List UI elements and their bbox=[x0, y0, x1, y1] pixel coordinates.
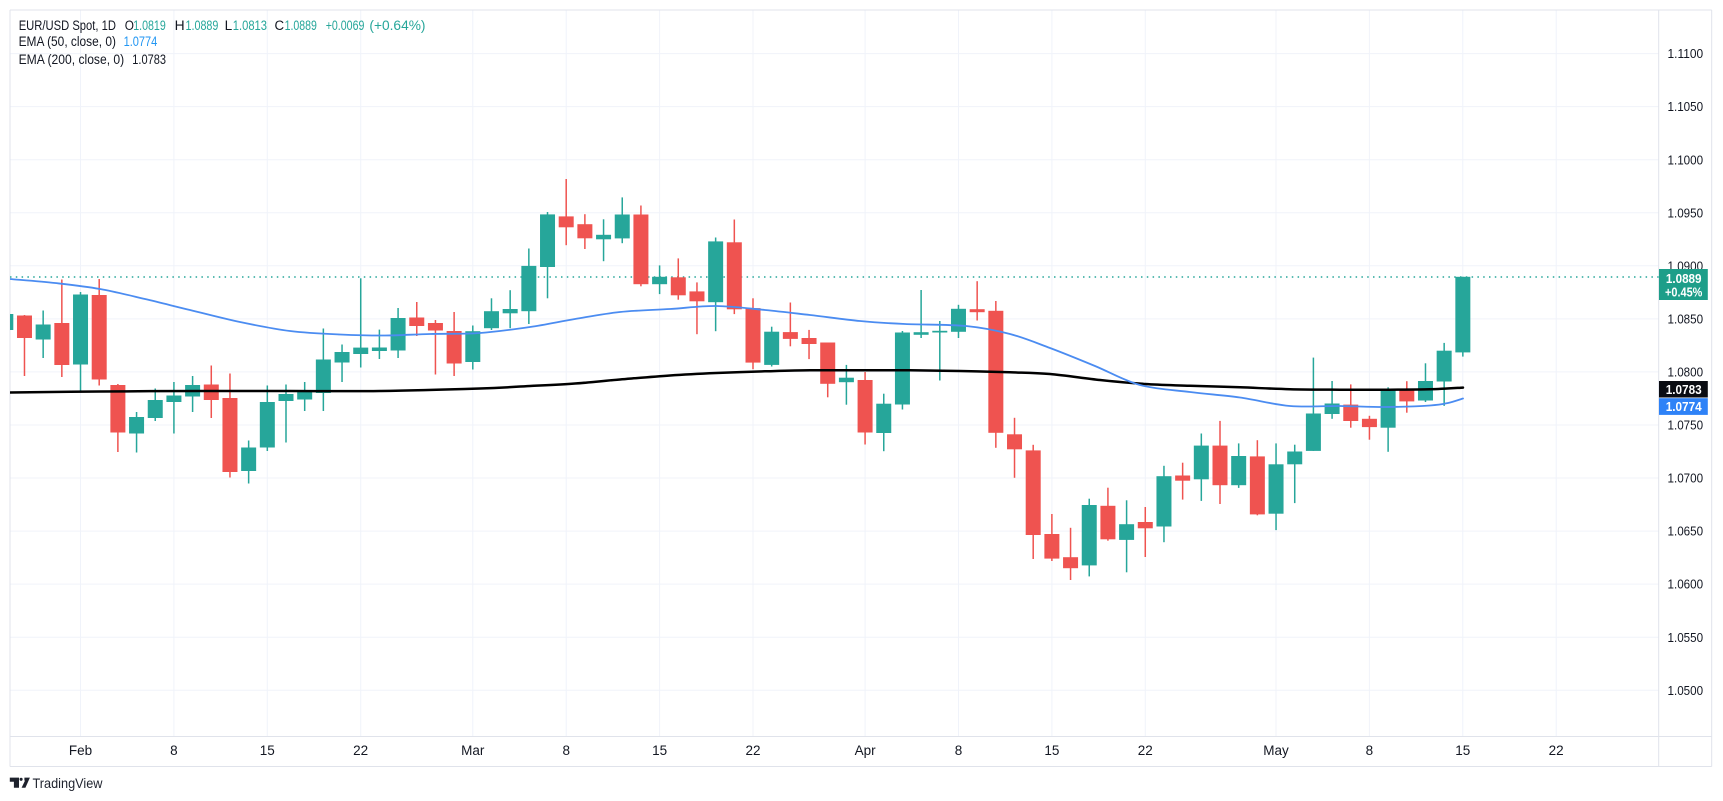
svg-text:EMA (200, close, 0): EMA (200, close, 0) bbox=[19, 52, 125, 67]
svg-text:22: 22 bbox=[745, 743, 760, 758]
svg-text:1.0500: 1.0500 bbox=[1668, 684, 1704, 698]
svg-text:8: 8 bbox=[955, 743, 963, 758]
svg-text:8: 8 bbox=[170, 743, 178, 758]
svg-text:1.0950: 1.0950 bbox=[1668, 206, 1704, 220]
svg-text:1.0889: 1.0889 bbox=[1666, 272, 1702, 286]
svg-text:22: 22 bbox=[353, 743, 368, 758]
svg-text:+0.0069: +0.0069 bbox=[326, 18, 365, 33]
svg-text:1.0550: 1.0550 bbox=[1668, 631, 1704, 645]
svg-text:Feb: Feb bbox=[69, 743, 92, 758]
svg-text:15: 15 bbox=[1455, 743, 1470, 758]
svg-text:TradingView: TradingView bbox=[33, 775, 104, 791]
svg-text:1.0800: 1.0800 bbox=[1668, 366, 1704, 380]
svg-text:8: 8 bbox=[1366, 743, 1374, 758]
svg-text:(+0.64%): (+0.64%) bbox=[369, 18, 425, 33]
svg-text:1.0889: 1.0889 bbox=[285, 18, 317, 33]
svg-text:Apr: Apr bbox=[855, 743, 877, 758]
svg-text:15: 15 bbox=[260, 743, 275, 758]
svg-text:1.1100: 1.1100 bbox=[1668, 47, 1704, 61]
svg-text:1.0819: 1.0819 bbox=[133, 18, 166, 33]
svg-text:8: 8 bbox=[562, 743, 570, 758]
svg-text:H: H bbox=[175, 18, 185, 33]
svg-text:L: L bbox=[225, 18, 233, 33]
svg-text:1.0774: 1.0774 bbox=[1666, 400, 1702, 414]
svg-text:22: 22 bbox=[1549, 743, 1564, 758]
svg-text:May: May bbox=[1263, 743, 1289, 758]
svg-text:+0.45%: +0.45% bbox=[1665, 285, 1702, 299]
svg-text:1.1000: 1.1000 bbox=[1668, 153, 1704, 167]
svg-text:15: 15 bbox=[652, 743, 667, 758]
svg-text:C: C bbox=[275, 18, 285, 33]
svg-text:O: O bbox=[125, 18, 134, 33]
svg-text:15: 15 bbox=[1044, 743, 1059, 758]
svg-text:1.0650: 1.0650 bbox=[1668, 525, 1704, 539]
svg-text:EUR/USD Spot, 1D: EUR/USD Spot, 1D bbox=[19, 18, 117, 33]
svg-text:1.0600: 1.0600 bbox=[1668, 578, 1704, 592]
svg-text:Mar: Mar bbox=[461, 743, 485, 758]
svg-text:1.0889: 1.0889 bbox=[186, 18, 219, 33]
svg-text:1.0850: 1.0850 bbox=[1668, 313, 1704, 327]
svg-text:1.0783: 1.0783 bbox=[132, 52, 166, 67]
svg-text:1.0783: 1.0783 bbox=[1666, 383, 1702, 397]
svg-text:1.1050: 1.1050 bbox=[1668, 100, 1704, 114]
svg-text:22: 22 bbox=[1138, 743, 1153, 758]
svg-text:1.0750: 1.0750 bbox=[1668, 419, 1704, 433]
svg-text:1.0700: 1.0700 bbox=[1668, 472, 1704, 486]
svg-text:1.0774: 1.0774 bbox=[124, 34, 158, 49]
svg-text:EMA (50, close, 0): EMA (50, close, 0) bbox=[19, 34, 116, 49]
svg-text:1.0813: 1.0813 bbox=[233, 18, 267, 33]
